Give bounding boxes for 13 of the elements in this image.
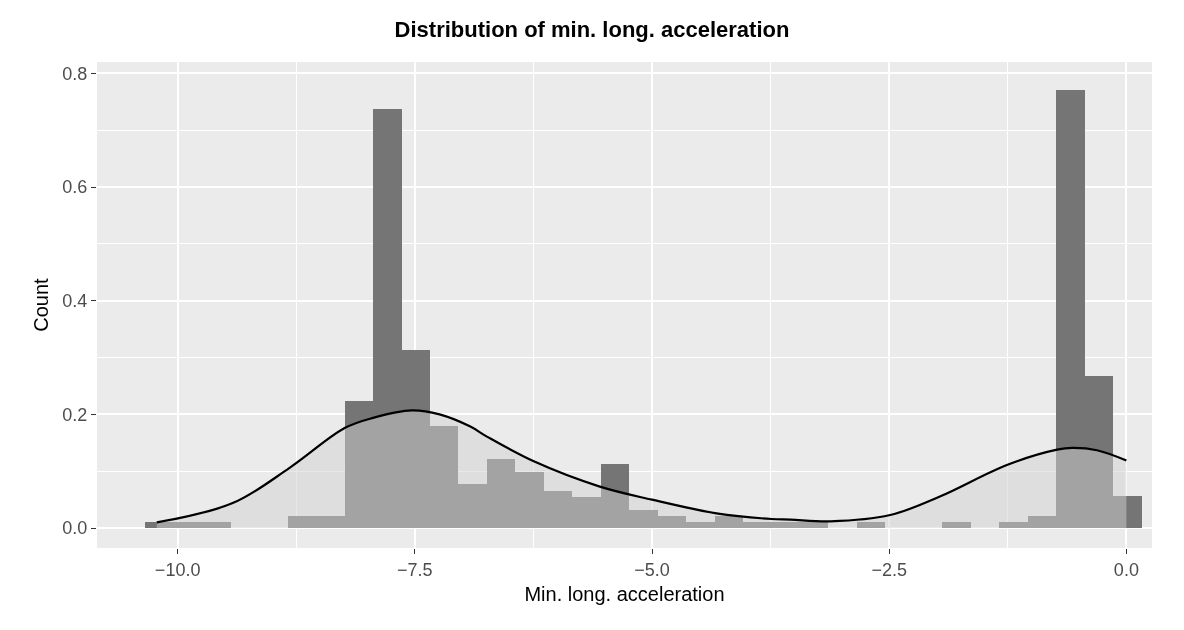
y-tick-label: 0.8 bbox=[62, 63, 88, 84]
y-tick-label: 0.2 bbox=[62, 404, 88, 425]
y-tick-label: 0.0 bbox=[62, 518, 88, 539]
x-tick-label: −2.5 bbox=[871, 559, 907, 580]
x-tick-label: 0.0 bbox=[1113, 559, 1139, 580]
x-axis-title: Min. long. acceleration bbox=[524, 583, 725, 606]
x-tick-label: −10.0 bbox=[154, 559, 201, 580]
y-tick-label: 0.4 bbox=[62, 291, 88, 312]
chart-title: Distribution of min. long. acceleration bbox=[394, 17, 790, 43]
x-tick-label: −7.5 bbox=[397, 559, 433, 580]
y-axis-title: Count bbox=[29, 277, 52, 332]
y-tick-label: 0.6 bbox=[62, 177, 88, 198]
x-tick-label: −5.0 bbox=[634, 559, 670, 580]
